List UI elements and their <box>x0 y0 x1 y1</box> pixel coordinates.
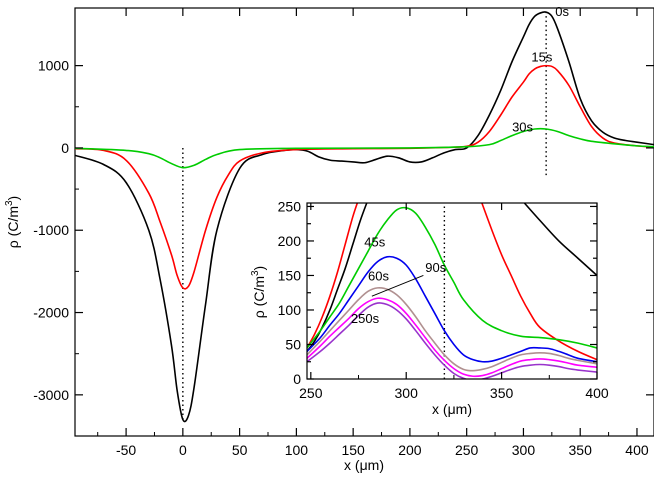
main-x-tick-label-400: 400 <box>625 442 649 458</box>
inset-series-0s <box>307 203 368 352</box>
inset-background <box>307 203 597 379</box>
inset-y-tick-label-50: 50 <box>285 336 301 352</box>
main-y-tick-label--2000: -2000 <box>33 305 69 321</box>
main-curve-label-30s: 30s <box>512 119 533 134</box>
inset-ylabel-rho: ρ <box>251 310 267 318</box>
inset-series-15s-segment-2 <box>481 203 597 361</box>
inset-series-group <box>307 203 597 379</box>
main-x-tick-label-300: 300 <box>512 442 536 458</box>
main-xlabel-mu: μ <box>360 457 368 473</box>
inset-x-tick-label-400: 400 <box>585 385 609 401</box>
main-ylabel-close: ) <box>5 196 21 201</box>
main-x-tick-label-350: 350 <box>569 442 593 458</box>
main-series-group <box>75 11 654 423</box>
inset-xlabel-mu: μ <box>448 401 456 417</box>
main-y-tick-label--1000: -1000 <box>33 222 69 238</box>
inset-y-ticks: 0 50 100 150 200 250 <box>278 198 597 387</box>
inset-y-tick-label-150: 150 <box>278 267 302 283</box>
main-xlabel-prefix: x ( <box>344 457 360 473</box>
inset-y-tick-label-250: 250 <box>278 198 302 214</box>
main-x-tick-label-100: 100 <box>285 442 309 458</box>
main-x-ticks: -50 0 50 100 150 200 250 300 350 400 <box>97 8 649 458</box>
main-x-axis-label: x (μm) <box>344 457 384 473</box>
inset-pointer-line <box>371 275 424 297</box>
main-plot-frame <box>74 7 654 437</box>
inset-series-30s <box>307 206 597 349</box>
main-x-tick-label-50: 50 <box>232 442 248 458</box>
main-x-tick-label-200: 200 <box>398 442 422 458</box>
inset-curve-label-250s: 250s <box>351 311 380 326</box>
main-y-tick-label-0: 0 <box>61 140 69 156</box>
main-y-axis-label: ρ (C/m3) <box>4 196 21 248</box>
main-y-tick-label-1000: 1000 <box>38 58 69 74</box>
inset-series-15s <box>307 203 359 349</box>
main-x-tick-label-0: 0 <box>179 442 187 458</box>
inset-x-tick-label-350: 350 <box>490 385 514 401</box>
inset-series-45s <box>307 255 597 363</box>
inset-series-250s <box>307 302 597 379</box>
main-ylabel-sup: 3 <box>4 200 15 206</box>
main-series-30s <box>75 127 654 169</box>
inset-ylabel-sup: 3 <box>250 270 261 276</box>
inset-y-axis-label: ρ (C/m3) <box>250 266 267 318</box>
main-curve-label-0s: 0s <box>555 4 569 19</box>
main-x-tick-label-150: 150 <box>341 442 365 458</box>
main-curve-label-15s: 15s <box>531 50 552 65</box>
inset-x-axis-label: x (μm) <box>432 401 472 417</box>
main-annotations: 0s 15s 30s <box>512 4 569 134</box>
main-y-tick-label--3000: -3000 <box>33 387 69 403</box>
inset-series-90s <box>307 297 597 378</box>
inset-curve-label-90s: 90s <box>425 260 446 275</box>
inset-series-0s-segment-2 <box>523 203 597 277</box>
main-ylabel-open: (C/m <box>5 206 21 240</box>
inset-ylabel-close: ) <box>251 266 267 271</box>
inset-y-tick-label-200: 200 <box>278 233 302 249</box>
main-x-tick-label-250: 250 <box>455 442 479 458</box>
inset-curve-label-60s: 60s <box>368 268 389 283</box>
main-x-tick-label--50: -50 <box>116 442 136 458</box>
inset-x-tick-label-300: 300 <box>395 385 419 401</box>
inset-ylabel-open: (C/m <box>251 276 267 310</box>
inset-series-60s <box>307 287 597 372</box>
inset-curve-label-45s: 45s <box>364 234 385 249</box>
inset-xlabel-prefix: x ( <box>432 401 448 417</box>
inset-y-tick-label-100: 100 <box>278 302 302 318</box>
inset-y-tick-label-0: 0 <box>293 371 301 387</box>
main-xlabel-suffix: m) <box>368 457 384 473</box>
inset-plot-frame <box>306 202 598 380</box>
inset-annotations: 45s 60s 90s 250s <box>351 234 447 326</box>
main-series-0s <box>75 11 654 423</box>
main-ylabel-rho: ρ <box>5 240 21 248</box>
inset-x-tick-label-250: 250 <box>299 385 323 401</box>
main-reference-lines <box>182 12 547 420</box>
inset-xlabel-suffix: m) <box>456 401 472 417</box>
